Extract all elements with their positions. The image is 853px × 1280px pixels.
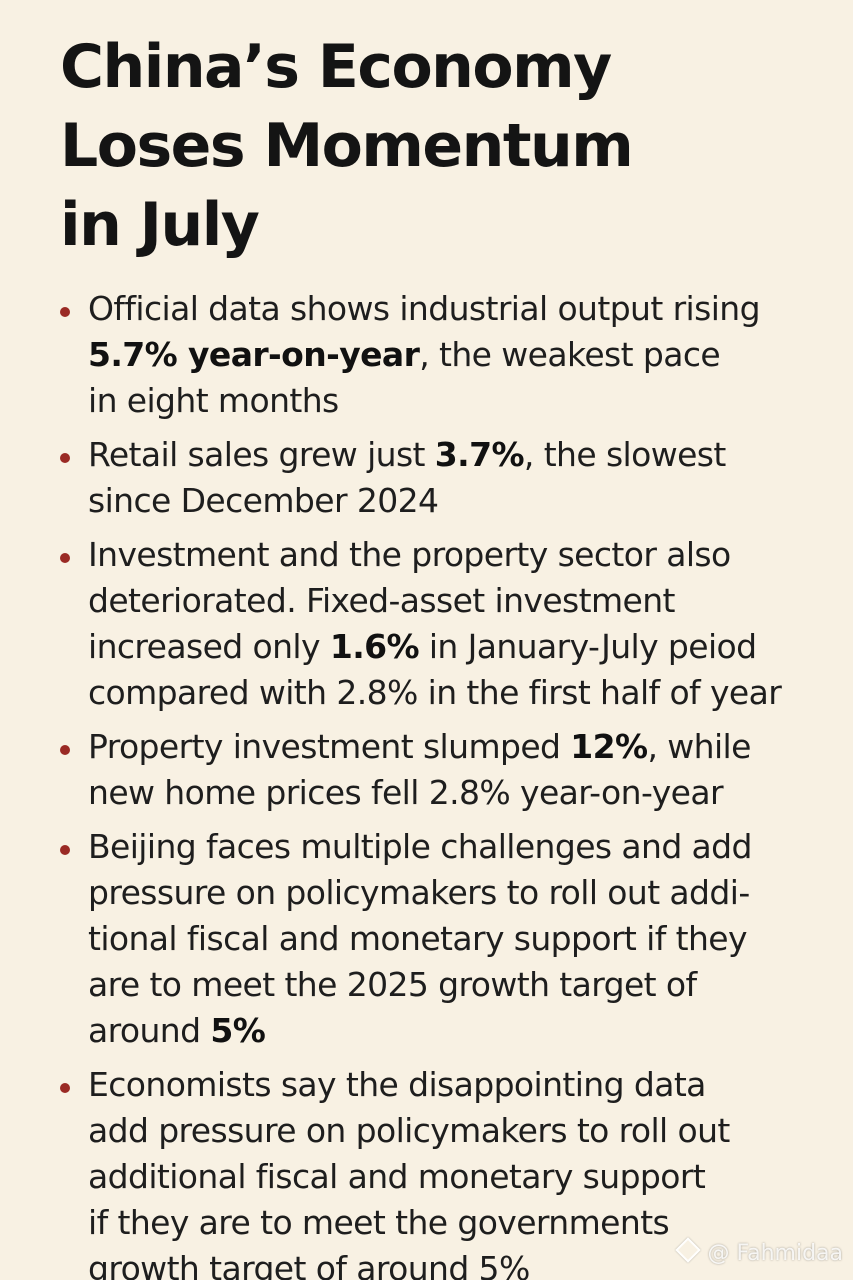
bullet-text: increased only: [88, 627, 330, 666]
bullet-line: since December 2024: [88, 481, 439, 520]
bullet-line: around 5%: [88, 1008, 823, 1054]
bullet-line: Property investment slumped 12%, while: [88, 724, 823, 770]
bullet-line: increased only 1.6% in January-July peio…: [88, 624, 823, 670]
bullet-line: growth target of around 5%: [88, 1249, 530, 1280]
headline-line-1: China’s Economy: [60, 32, 612, 102]
bullet-text: , the slowest: [523, 435, 726, 474]
bullet-dot-icon: [60, 307, 70, 317]
bullet-line: deteriorated. Fixed-asset investment: [88, 581, 675, 620]
headline-line-3: in July: [60, 190, 260, 260]
bullet-text: in January-July peiod: [418, 627, 757, 666]
bullet-item-retail-sales: Retail sales grew just 3.7%, the slowest…: [0, 432, 853, 524]
bullet-item-industrial-output: Official data shows industrial output ri…: [0, 286, 853, 424]
bullet-item-beijing-challenges: Beijing faces multiple challenges and ad…: [0, 824, 853, 1054]
watermark-text: @ Fahmidaa: [707, 1241, 843, 1266]
bullet-highlight: 5.7% year-on-year: [88, 335, 420, 374]
bullet-text: , while: [647, 727, 751, 766]
bullet-text: Property investment slumped: [88, 727, 571, 766]
bullet-highlight: 5%: [210, 1011, 266, 1050]
bullet-text: around: [88, 1011, 211, 1050]
bullet-line: 5.7% year-on-year, the weakest pace: [88, 332, 823, 378]
headline-line-2: Loses Momentum: [60, 111, 634, 181]
bullet-highlight: 3.7%: [434, 435, 525, 474]
diamond-logo-icon: [675, 1237, 702, 1263]
bullet-line: Investment and the property sector also: [88, 535, 731, 574]
bullet-line: new home prices fell 2.8% year-on-year: [88, 773, 724, 812]
bullet-line: are to meet the 2025 growth target of: [88, 965, 697, 1004]
bullet-item-property-investment: Property investment slumped 12%, while n…: [0, 724, 853, 816]
bullet-line: Retail sales grew just 3.7%, the slowest: [88, 432, 823, 478]
bullet-line: tional fiscal and monetary support if th…: [88, 919, 748, 958]
bullet-line: Official data shows industrial output ri…: [88, 289, 761, 328]
bullet-line: if they are to meet the governments: [88, 1203, 670, 1242]
bullet-dot-icon: [60, 553, 70, 563]
bullet-dot-icon: [60, 745, 70, 755]
bullet-dot-icon: [60, 453, 70, 463]
bullet-line: in eight months: [88, 381, 339, 420]
bullet-line: Economists say the disappointing data: [88, 1065, 706, 1104]
bullet-item-economists: Economists say the disappointing data ad…: [0, 1062, 853, 1280]
watermark: @ Fahmidaa: [675, 1237, 843, 1266]
headline: China’s Economy Loses Momentum in July: [60, 28, 820, 265]
bullet-highlight: 1.6%: [329, 627, 420, 666]
bullet-line: add pressure on policymakers to roll out: [88, 1111, 730, 1150]
bullet-text: Retail sales grew just: [88, 435, 435, 474]
bullet-dot-icon: [60, 1083, 70, 1093]
bullet-dot-icon: [60, 845, 70, 855]
bullet-line: compared with 2.8% in the first half of …: [88, 673, 782, 712]
bullet-line: Beijing faces multiple challenges and ad…: [88, 827, 752, 866]
bullet-list: Official data shows industrial output ri…: [0, 286, 853, 1280]
bullet-text: , the weakest pace: [419, 335, 721, 374]
bullet-line: pressure on policymakers to roll out add…: [88, 873, 750, 912]
bullet-line: additional fiscal and monetary support: [88, 1157, 706, 1196]
bullet-item-investment: Investment and the property sector also …: [0, 532, 853, 716]
bullet-highlight: 12%: [570, 727, 648, 766]
